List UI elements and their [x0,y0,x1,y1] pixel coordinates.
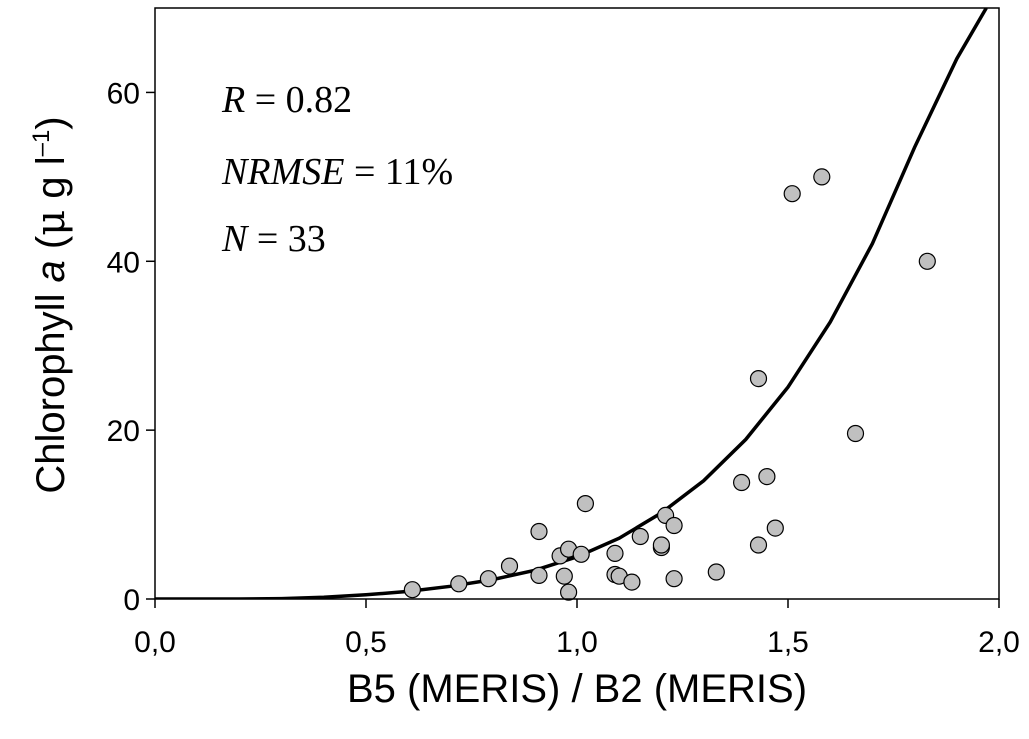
stat-value: 11% [385,151,453,193]
y-tick-label: 40 [107,246,140,279]
data-point [500,557,519,575]
stat-variable: N [221,218,250,260]
data-point [707,563,725,581]
stat-equals: = [245,79,285,121]
data-point [846,424,865,443]
statistics-annotations: R = 0.82 NRMSE = 11% N = 33 [221,79,453,260]
data-point [530,566,548,585]
data-point [758,468,776,486]
data-point [555,567,573,585]
stat-variable: R [221,79,245,121]
data-point [665,516,683,535]
x-tick-label: 0,0 [134,626,176,659]
data-point [813,168,831,186]
data-point [572,545,590,563]
data-point [606,544,624,563]
x-tick-label: 2,0 [978,626,1020,659]
y-tick-label: 0 [123,584,140,617]
axis-ticks: 0,0 0,5 1,0 1,5 2,0 0 20 40 60 [107,77,1020,659]
data-point [403,581,421,599]
y-tick-label: 60 [107,77,140,110]
x-tick-label: 0,5 [345,626,387,659]
stat-variable: NRMSE [221,151,344,193]
data-point [732,473,751,492]
stat-annotation: N = 33 [221,218,326,260]
y-axis-title: Chlorophyll a (μ g l–1) [28,116,74,493]
data-point [576,495,595,513]
data-point [918,252,936,270]
data-point [652,536,671,554]
y-tick-label: 20 [107,415,140,448]
data-point [559,583,578,601]
stat-annotation: R = 0.82 [221,79,352,121]
data-point [766,519,784,537]
data-point [665,570,683,588]
x-tick-label: 1,0 [556,626,598,659]
stat-annotation: NRMSE = 11% [221,151,453,193]
data-point [450,575,468,593]
data-point [749,536,768,554]
data-point [479,570,497,588]
x-tick-label: 1,5 [767,626,809,659]
stat-equals: = [344,151,384,193]
data-point [623,573,641,591]
stat-equals: = [247,218,287,260]
stat-value: 33 [288,218,326,260]
data-point [530,522,548,541]
data-point [783,185,801,203]
x-axis-title: B5 (MERIS) / B2 (MERIS) [347,667,807,711]
data-point [749,370,768,388]
stat-value: 0.82 [286,79,353,121]
data-point [631,527,649,546]
